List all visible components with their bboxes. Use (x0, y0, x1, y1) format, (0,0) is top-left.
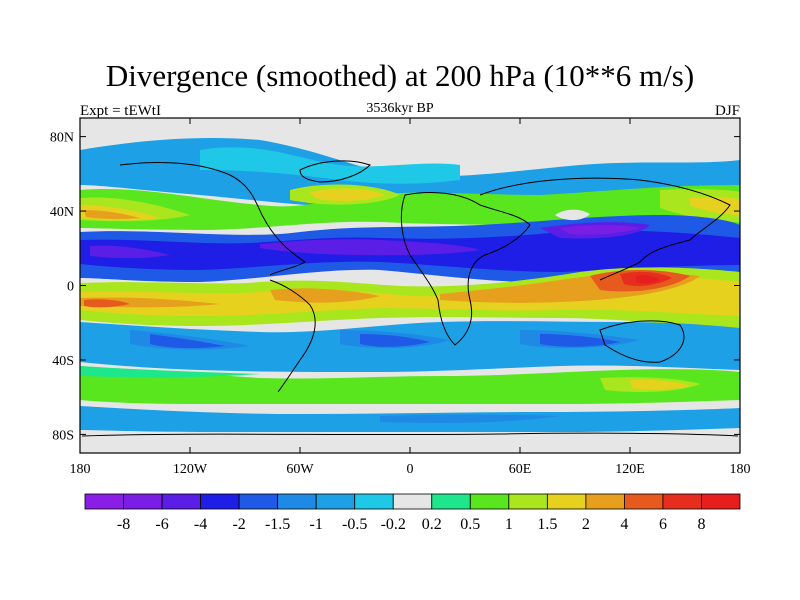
experiment-label: Expt = tEWtI (80, 103, 161, 119)
colorbar-swatch (662, 493, 702, 510)
x-tick-label: 0 (407, 462, 414, 477)
chart-title: Divergence (smoothed) at 200 hPa (10**6 … (105, 58, 695, 93)
colorbar-label: -1 (310, 516, 323, 533)
colorbar-label: -6 (155, 516, 168, 533)
y-tick-label: 80S (52, 428, 74, 443)
season-label: DJF (714, 103, 740, 119)
colorbar-swatch (123, 493, 163, 510)
field-layer (80, 118, 740, 453)
colorbar-label: 1.5 (537, 516, 557, 533)
colorbar-swatch (238, 493, 279, 510)
x-tick-label: 180 (70, 462, 91, 477)
colorbar-swatch (354, 493, 394, 510)
colorbar-swatch (585, 493, 625, 510)
colorbar-swatch (277, 493, 317, 510)
colorbar-swatch (315, 493, 356, 510)
y-tick-label: 40N (50, 205, 74, 220)
colorbar-swatch (84, 493, 124, 510)
colorbar-swatch (200, 493, 240, 510)
colorbar: -8 -6 -4 -2 -1.5 -1 -0.5 -0.2 0.2 0.5 1 1.5 2 4 6 8 (84, 493, 741, 533)
colorbar-label: -2 (232, 516, 245, 533)
colorbar-label: -0.2 (381, 516, 406, 533)
colorbar-swatch (431, 493, 471, 510)
x-axis: 180 120W 60W 0 60E 120E 180 (70, 118, 751, 477)
x-tick-label: 180 (730, 462, 751, 477)
colorbar-label: -8 (117, 516, 130, 533)
x-tick-label: 60W (286, 462, 314, 477)
colorbar-label: 0.2 (422, 516, 442, 533)
colorbar-label: 8 (697, 516, 705, 533)
coastlines (81, 160, 739, 437)
y-tick-label: 0 (67, 280, 74, 295)
colorbar-label: 0.5 (460, 516, 480, 533)
y-tick-label: 80N (50, 131, 74, 146)
colorbar-label: 6 (659, 516, 667, 533)
colorbar-swatch (392, 493, 433, 510)
colorbar-label: 2 (582, 516, 590, 533)
x-tick-label: 60E (509, 462, 532, 477)
y-axis: 80N 40N 0 40S 80S (50, 131, 740, 443)
x-tick-label: 120E (615, 462, 645, 477)
colorbar-label: 1 (505, 516, 513, 533)
colorbar-swatch (161, 493, 201, 510)
colorbar-swatch (508, 493, 548, 510)
colorbar-label: -0.5 (342, 516, 367, 533)
colorbar-swatch (624, 493, 664, 510)
colorbar-swatch (546, 493, 587, 510)
colorbar-label: -1.5 (265, 516, 290, 533)
time-label: 3536kyr BP (366, 101, 434, 116)
colorbar-label: 4 (620, 516, 628, 533)
y-tick-label: 40S (52, 354, 74, 369)
x-tick-label: 120W (173, 462, 208, 477)
colorbar-swatch (469, 493, 510, 510)
colorbar-swatch (701, 493, 741, 510)
colorbar-label: -4 (194, 516, 207, 533)
